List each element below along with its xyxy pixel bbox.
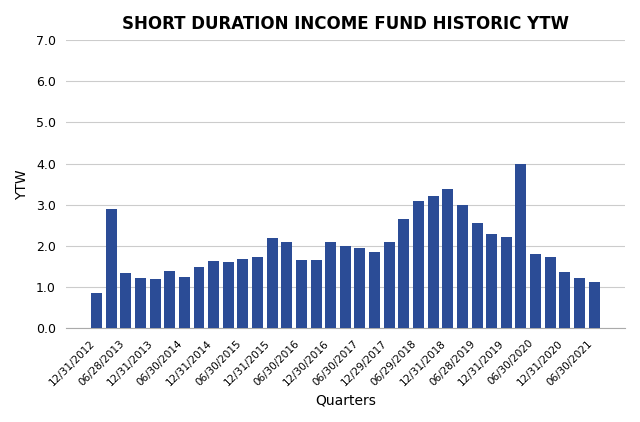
Bar [428, 196, 438, 328]
Bar [193, 267, 205, 328]
Bar [91, 293, 102, 328]
Bar [340, 246, 351, 328]
Bar [574, 278, 585, 328]
Bar [208, 261, 219, 328]
Bar [398, 219, 410, 328]
Bar [355, 248, 365, 328]
Bar [501, 237, 512, 328]
Bar [559, 272, 570, 328]
Bar [106, 209, 116, 328]
Bar [150, 279, 161, 328]
Bar [267, 238, 278, 328]
Y-axis label: YTW: YTW [15, 169, 29, 200]
Bar [369, 252, 380, 328]
Bar [179, 277, 190, 328]
Bar [135, 278, 146, 328]
Bar [515, 165, 527, 328]
Bar [413, 201, 424, 328]
Bar [442, 189, 453, 328]
Bar [325, 242, 336, 328]
Bar [384, 242, 395, 328]
Bar [296, 260, 307, 328]
Bar [282, 242, 292, 328]
Bar [252, 257, 263, 328]
Bar [223, 262, 234, 328]
Bar [545, 257, 556, 328]
X-axis label: Quarters: Quarters [315, 393, 376, 407]
Bar [310, 260, 321, 328]
Bar [589, 282, 600, 328]
Bar [164, 271, 175, 328]
Bar [472, 223, 483, 328]
Bar [457, 205, 468, 328]
Bar [237, 259, 248, 328]
Bar [120, 273, 131, 328]
Bar [486, 234, 497, 328]
Bar [530, 254, 541, 328]
Title: SHORT DURATION INCOME FUND HISTORIC YTW: SHORT DURATION INCOME FUND HISTORIC YTW [122, 15, 569, 33]
